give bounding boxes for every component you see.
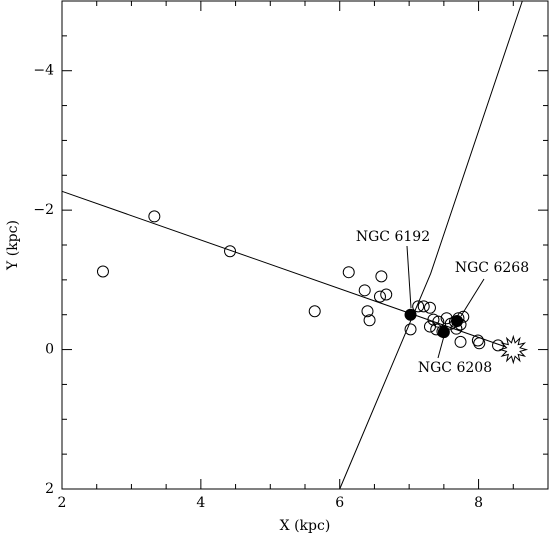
point (471, 334, 484, 347)
point (380, 288, 393, 301)
point (373, 290, 386, 303)
y-tick-label: −4 (33, 63, 54, 79)
y-tick-label: −2 (33, 202, 54, 218)
point (363, 314, 376, 327)
point (308, 305, 321, 318)
point (454, 335, 467, 348)
y-tick-label: 0 (45, 342, 54, 358)
point (361, 305, 374, 318)
point (342, 266, 355, 279)
x-axis-label: X (kpc) (280, 518, 331, 534)
point (358, 284, 371, 297)
point (96, 265, 109, 278)
x-tick-label: 6 (335, 495, 344, 511)
plot-frame (61, 0, 549, 490)
x-tick-label: 8 (474, 495, 483, 511)
point (417, 300, 430, 313)
y-axis-label: Y (kpc) (5, 220, 21, 271)
point (404, 323, 417, 336)
x-tick-label: 4 (196, 495, 205, 511)
y-tick-label: 2 (45, 481, 54, 497)
annotation-leader (437, 335, 445, 359)
x-tick-label: 2 (58, 495, 67, 511)
point (423, 301, 436, 314)
point (473, 337, 486, 350)
point (423, 320, 436, 333)
arm-line (339, 0, 523, 490)
point (148, 210, 161, 223)
point (412, 300, 425, 313)
annotation-leader (406, 245, 412, 309)
annotation: NGC 6192 (356, 229, 430, 245)
annotation: NGC 6268 (455, 260, 529, 276)
point (224, 245, 237, 258)
annotation: NGC 6208 (418, 360, 492, 376)
annotation-leader (460, 278, 485, 317)
point (375, 270, 388, 283)
sun-marker (498, 334, 529, 365)
point (404, 308, 417, 321)
point (451, 314, 464, 327)
